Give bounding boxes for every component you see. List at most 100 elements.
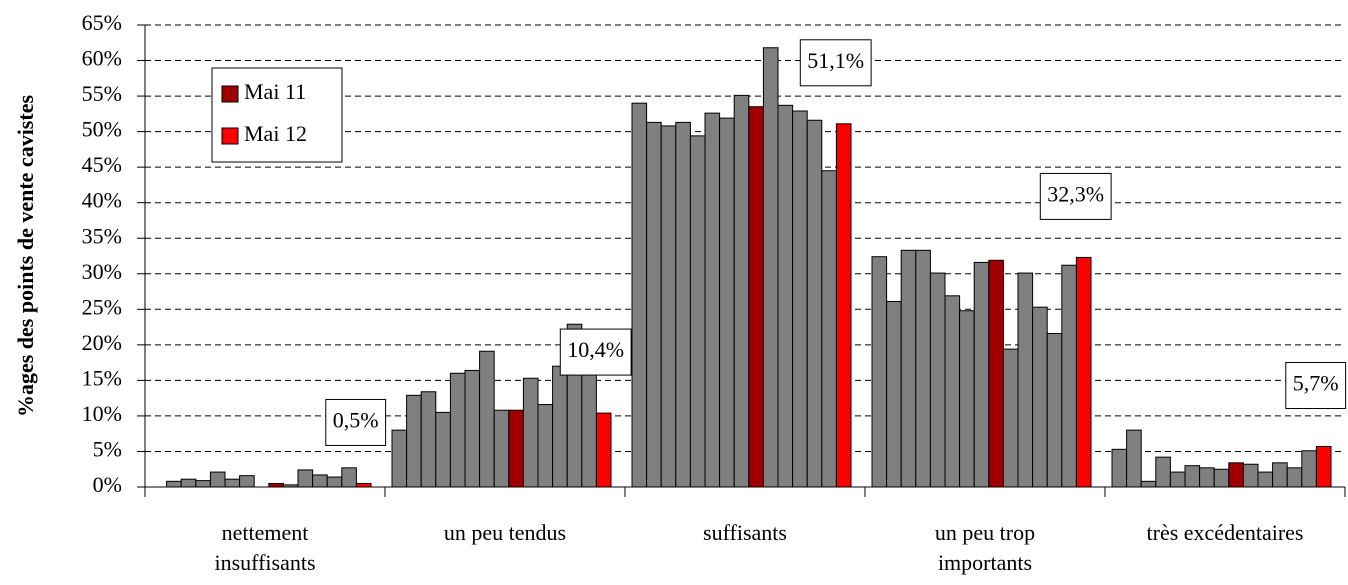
legend-swatch <box>221 85 239 103</box>
bar <box>675 121 691 488</box>
bar <box>1017 272 1034 488</box>
bar <box>326 476 343 488</box>
bar <box>915 249 931 488</box>
value-label-text: 5,7% <box>1293 371 1339 396</box>
legend-label: Mai 12 <box>244 121 307 146</box>
bar <box>1046 332 1063 488</box>
legend: Mai 11 Mai 12 <box>211 67 343 163</box>
bar <box>1184 465 1201 488</box>
bar <box>391 429 408 488</box>
bar <box>959 310 975 488</box>
bar <box>355 482 372 488</box>
bar <box>748 106 764 488</box>
bar <box>777 104 794 488</box>
bar <box>1075 256 1092 488</box>
bar <box>209 471 226 488</box>
bar <box>1286 467 1303 488</box>
x-tick-label: très excédentaires <box>1146 520 1304 545</box>
bar <box>719 117 735 488</box>
x-tick-label: un peu tendus <box>443 520 567 545</box>
bar <box>1272 462 1288 488</box>
bar <box>1140 480 1157 488</box>
bar <box>1002 348 1019 488</box>
y-tick-label: 10% <box>82 401 122 426</box>
bar <box>493 409 510 488</box>
value-label-text: 10,4% <box>567 337 624 362</box>
bar <box>552 365 568 488</box>
bar <box>581 369 597 488</box>
bar <box>806 119 823 488</box>
bar <box>297 469 314 488</box>
x-tick-label: nettement insuffisants <box>214 520 316 575</box>
value-label-box <box>1285 361 1347 409</box>
bar <box>660 125 677 488</box>
legend-label: Mai 11 <box>244 79 306 104</box>
value-label-text: 51,1% <box>807 48 864 73</box>
y-tick-label: 15% <box>82 365 122 390</box>
bar <box>166 480 182 488</box>
y-tick-label: 65% <box>82 10 122 35</box>
bar <box>224 478 241 488</box>
bar <box>268 482 284 488</box>
bar <box>1169 471 1186 488</box>
y-axis-label: %ages des points de vente cavistes <box>13 95 38 417</box>
bar <box>420 391 437 488</box>
value-label: 0,5% <box>325 398 387 446</box>
y-tick-label: 60% <box>82 46 122 71</box>
y-tick-label: 20% <box>82 330 122 355</box>
bar <box>312 474 328 488</box>
bar <box>973 261 990 488</box>
bar <box>537 404 554 488</box>
y-tick-label: 25% <box>82 294 122 319</box>
y-tick-label: 55% <box>82 81 122 106</box>
bar <box>1213 468 1230 488</box>
bar <box>1301 450 1317 488</box>
x-tick-label: suffisants <box>703 520 787 545</box>
bar <box>929 272 946 488</box>
bar <box>1228 462 1244 488</box>
bar <box>1257 471 1274 488</box>
bar <box>762 47 779 488</box>
bar <box>792 110 808 488</box>
value-label: 51,1% <box>799 39 872 87</box>
bar <box>180 478 197 488</box>
legend-swatch <box>221 127 239 145</box>
bar <box>631 102 648 488</box>
bar <box>449 372 466 488</box>
bar <box>871 256 888 488</box>
x-tick-label: un peu trop importants <box>934 520 1036 575</box>
bar <box>704 112 721 488</box>
bar <box>1126 429 1142 488</box>
bar <box>341 467 357 488</box>
bar <box>1111 448 1128 488</box>
bar <box>900 249 917 488</box>
value-label-box <box>1039 172 1112 220</box>
y-tick-label: 50% <box>82 117 122 142</box>
bar <box>522 377 539 488</box>
y-tick-label: 5% <box>93 437 122 462</box>
bar <box>1242 463 1259 488</box>
y-tick-label: 0% <box>93 472 122 497</box>
bar <box>646 121 662 488</box>
value-label: 32,3% <box>1039 172 1112 220</box>
bar <box>195 480 211 488</box>
bar <box>988 259 1004 488</box>
bar <box>689 135 706 488</box>
value-label-box <box>325 398 387 446</box>
legend-box <box>211 67 343 163</box>
bar <box>479 350 495 488</box>
y-tick-label: 40% <box>82 188 122 213</box>
bar <box>406 394 422 488</box>
bar <box>1155 456 1171 488</box>
y-tick-label: 35% <box>82 223 122 248</box>
bar <box>944 295 961 488</box>
bar <box>821 170 837 488</box>
bar <box>1315 445 1332 488</box>
value-label-text: 32,3% <box>1047 181 1104 206</box>
value-label: 5,7% <box>1285 361 1347 409</box>
bar <box>464 369 481 488</box>
value-label-text: 0,5% <box>333 407 379 432</box>
bar <box>835 123 852 488</box>
